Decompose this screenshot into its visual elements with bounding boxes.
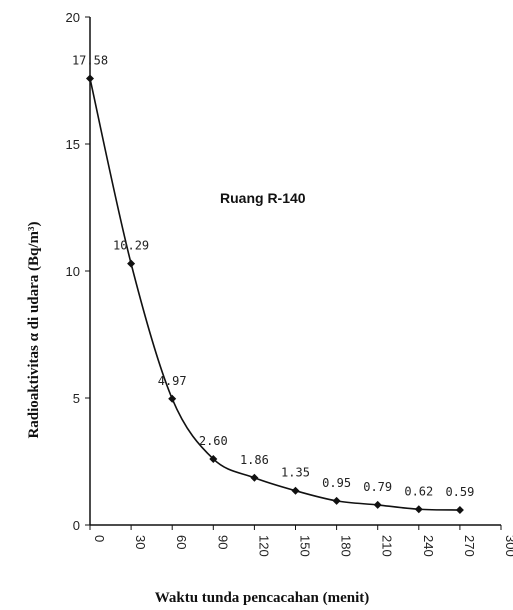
data-label: 0.59 [445,485,474,499]
data-label: 1.35 [281,466,310,480]
data-point [250,473,259,482]
x-tick-label: 120 [256,535,271,557]
y-tick-label: 0 [73,518,80,533]
series-line [89,78,460,511]
y-tick-labels: 0 5 10 15 20 [66,10,90,533]
y-axis-label: Radioaktivitas α di udara (Bq/m³) [26,221,42,438]
data-point [86,74,94,83]
x-tick-label: 240 [421,535,436,557]
data-point [209,454,218,463]
data-label: 4.97 [158,374,187,388]
y-tick-label: 15 [66,137,80,152]
data-label: 17.58 [72,53,108,67]
y-tick-label: 10 [66,264,80,279]
x-tick-label: 150 [298,535,313,557]
x-tick-label: 300 [503,535,513,557]
x-tick-label: 270 [462,535,477,557]
data-label: 10.29 [113,239,149,253]
data-label: 0.62 [404,484,433,498]
y-tick-label: 5 [73,391,80,406]
x-axis-label: Waktu tunda pencacahan (menit) [155,590,370,606]
data-label: 2.60 [199,434,228,448]
plot-area [89,17,501,526]
data-label: 1.86 [240,453,269,467]
data-labels: 17.58 10.29 4.97 2.60 1.86 1.35 0.95 0.79 0.62 0.… [72,53,474,499]
data-point [291,486,300,495]
x-tick-label: 180 [339,535,354,557]
x-tick-label: 210 [380,535,395,557]
data-label: 0.95 [322,476,351,490]
data-point [373,500,382,509]
x-tick-labels: 0 30 60 90 120 150 180 210 240 270 300 [89,525,513,557]
x-tick-label: 30 [133,535,148,549]
data-point [127,259,136,268]
data-label: 0.79 [363,480,392,494]
series-layer [86,74,464,515]
x-tick-label: 90 [215,535,230,549]
data-point [168,394,177,403]
x-tick-label: 60 [174,535,189,549]
data-point [455,506,464,515]
chart-annotation: Ruang R-140 [220,190,306,206]
x-tick-label: 0 [92,535,107,542]
y-tick-label: 20 [66,10,80,25]
data-point [414,505,423,514]
data-point [332,496,341,505]
